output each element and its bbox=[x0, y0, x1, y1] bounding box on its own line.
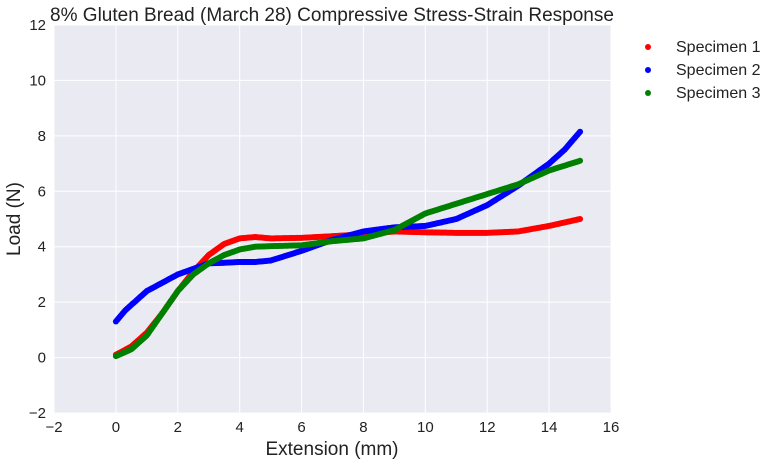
x-tick-label: −2 bbox=[45, 419, 62, 436]
y-tick-label: −2 bbox=[29, 405, 46, 422]
series-layer bbox=[112, 128, 584, 360]
x-tick-label: 2 bbox=[174, 419, 182, 436]
legend-item: Specimen 2 bbox=[645, 62, 761, 79]
x-tick-label: 6 bbox=[297, 419, 305, 436]
x-tick-label: 16 bbox=[603, 419, 620, 436]
legend-label: Specimen 2 bbox=[676, 62, 761, 79]
legend-item: Specimen 3 bbox=[645, 85, 761, 102]
legend-marker bbox=[645, 90, 651, 96]
data-point bbox=[577, 128, 584, 135]
series-2 bbox=[112, 128, 584, 325]
series-3 bbox=[112, 157, 584, 360]
grid bbox=[53, 24, 612, 414]
y-tick-label: 0 bbox=[38, 350, 46, 367]
x-tick-label: 12 bbox=[479, 419, 496, 436]
x-tick-label: 10 bbox=[417, 419, 434, 436]
x-tick-label: 8 bbox=[359, 419, 367, 436]
chart-title: 8% Gluten Bread (March 28) Compressive S… bbox=[50, 5, 614, 26]
x-tick-label: 14 bbox=[541, 419, 558, 436]
x-axis-label: Extension (mm) bbox=[265, 439, 398, 460]
y-tick-label: 6 bbox=[38, 183, 46, 200]
legend-marker bbox=[645, 67, 651, 73]
plot-area bbox=[54, 25, 611, 413]
legend-item: Specimen 1 bbox=[645, 39, 761, 56]
y-tick-label: 4 bbox=[38, 239, 46, 256]
x-tick-label: 4 bbox=[235, 419, 243, 436]
y-tick-label: 2 bbox=[38, 294, 46, 311]
legend-label: Specimen 1 bbox=[676, 39, 761, 56]
y-tick-label: 12 bbox=[29, 17, 46, 34]
data-point bbox=[577, 157, 584, 164]
tick-labels: −2 0 2 4 6 8 10 12 14 16 −2 0 2 4 6 8 10 12 bbox=[29, 17, 619, 436]
data-point bbox=[577, 216, 584, 222]
y-tick-label: 8 bbox=[38, 128, 46, 145]
y-axis-label: Load (N) bbox=[4, 182, 25, 256]
legend-marker bbox=[645, 44, 651, 50]
x-tick-label: 0 bbox=[112, 419, 120, 436]
legend-label: Specimen 3 bbox=[676, 85, 761, 102]
legend: Specimen 1 Specimen 2 Specimen 3 bbox=[645, 39, 761, 102]
y-tick-label: 10 bbox=[29, 72, 46, 89]
